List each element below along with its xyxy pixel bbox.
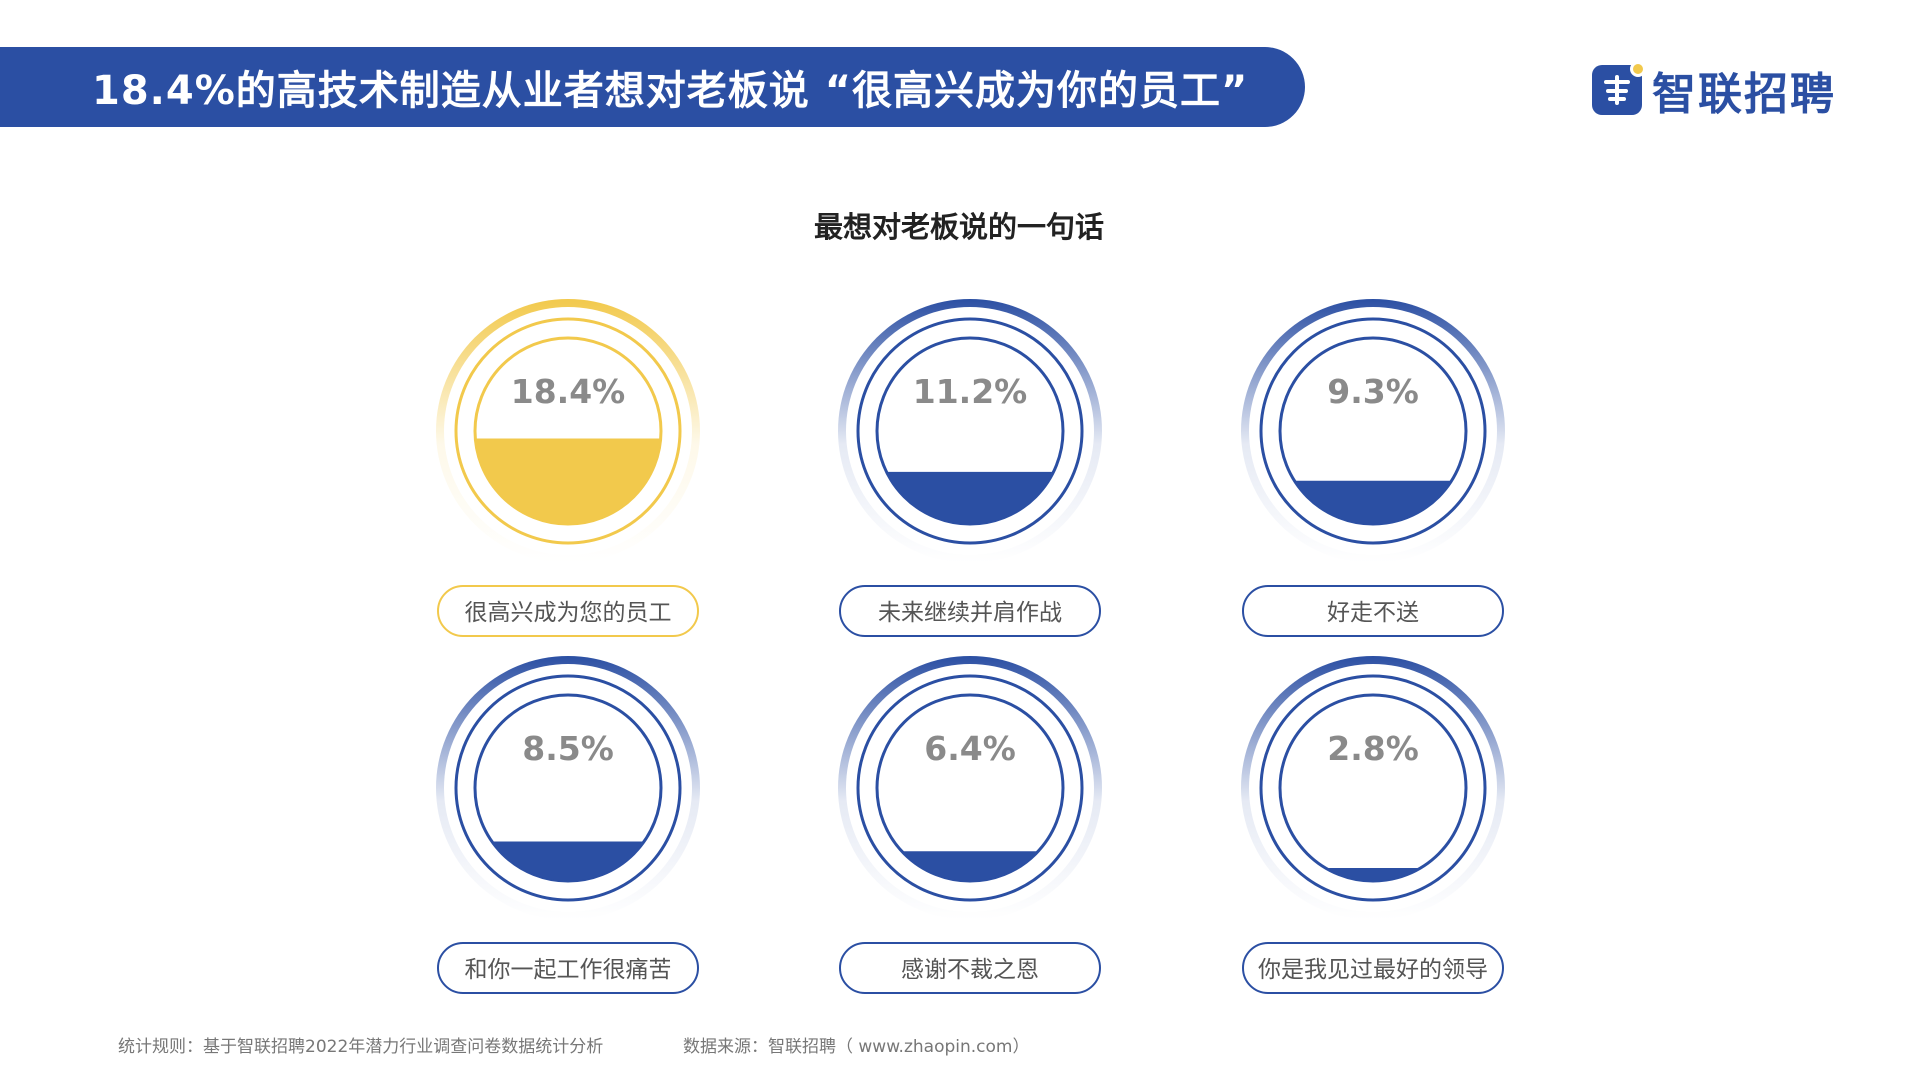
gauge-fill [886,471,1054,524]
gauge-value-label: 6.4% [924,729,1016,768]
gauge-label-pill [839,585,1101,637]
gauge-fill [475,438,661,524]
gauge-category-label: 好走不送 [1327,600,1419,626]
brand-logo: 智联招聘 [1592,58,1836,122]
gauge-category-label: 和你一起工作很痛苦 [465,957,672,983]
gauge-ring [454,317,682,545]
gauge-ring [856,674,1084,902]
logo-text: 智联招聘 [1652,69,1836,120]
gauge-value-label: 2.8% [1327,729,1419,768]
gauge-item: 11.2% 未来继续并肩作战 [838,299,1102,637]
page-title: 18.4%的高技术制造从业者想对老板说 “很高兴成为你的员工” [92,68,1249,114]
gauge-inner-circle [1278,693,1468,883]
gauge-ring [454,674,682,902]
gauge-category-label: 你是我见过最好的领导 [1258,957,1488,983]
gauge-category-label: 未来继续并肩作战 [878,600,1062,626]
footer-source: 数据来源：智联招聘（ www.zhaopin.com） [683,1037,1030,1057]
gauge-item: 6.4% 感谢不裁之恩 [838,656,1102,994]
gauge-ring [1259,674,1487,902]
gauge-label-pill [1242,942,1504,994]
gauge-category-label: 很高兴成为您的员工 [465,600,672,626]
gauge-inner-circle [473,693,663,883]
gauge-value-label: 11.2% [913,372,1028,411]
gauge-value-label: 9.3% [1327,372,1419,411]
gauge-label-pill [839,942,1101,994]
gauge-label-pill [1242,585,1504,637]
gauge-category-label: 感谢不裁之恩 [901,957,1039,983]
gauge-item: 8.5% 和你一起工作很痛苦 [436,656,700,994]
title-banner: 18.4%的高技术制造从业者想对老板说 “很高兴成为你的员工” [0,47,1305,127]
gauge-label-pill [437,585,699,637]
gauge-value-label: 18.4% [511,372,626,411]
gauge-fill [1294,480,1452,525]
gauge-fill [901,851,1039,881]
logo-badge-icon [1592,61,1646,115]
gauge-item: 2.8% 你是我见过最好的领导 [1241,656,1505,994]
gauge-inner-circle [875,693,1065,883]
gauge-fill [1325,867,1421,882]
footer-rule: 统计规则：基于智联招聘2022年潜力行业调查问卷数据统计分析 [118,1037,604,1057]
gauge-value-label: 8.5% [522,729,614,768]
gauge-ring [1259,317,1487,545]
gauge-label-pill [437,942,699,994]
gauge-item: 9.3% 好走不送 [1241,299,1505,637]
gauge-item: 18.4% 很高兴成为您的员工 [436,299,700,637]
chart-title: 最想对老板说的一句话 [813,210,1104,244]
gauge-ring [856,317,1084,545]
gauge-fill [491,841,645,881]
